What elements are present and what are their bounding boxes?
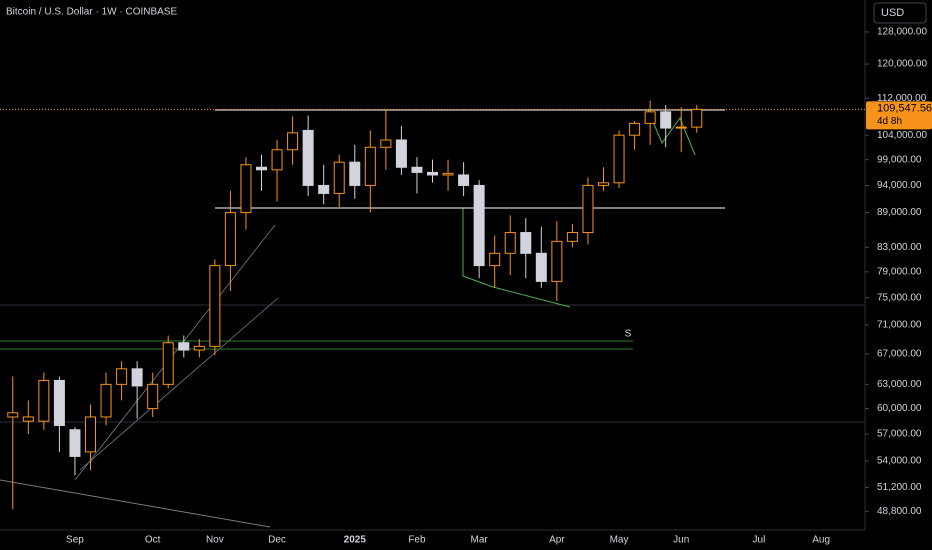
candle-body <box>131 368 143 387</box>
x-tick-label: 2025 <box>344 535 367 546</box>
y-tick-label: 75,000.00 <box>877 292 922 303</box>
candle-body <box>427 171 438 176</box>
candle-body <box>473 184 485 267</box>
candle-body <box>520 232 532 254</box>
currency-label: USD <box>881 7 904 19</box>
y-tick-label: 51,200.00 <box>877 482 922 493</box>
candle-body <box>256 166 267 171</box>
candle-body <box>116 368 128 385</box>
candle-body <box>535 252 547 282</box>
last-price-label: 109,547.56 <box>877 102 932 114</box>
trend-line <box>462 208 571 308</box>
candle-body <box>458 174 470 186</box>
candle-body <box>349 161 361 186</box>
annotation: S <box>625 329 632 340</box>
candle-body <box>162 342 174 385</box>
candle-body <box>395 139 407 168</box>
candle-body <box>442 172 454 176</box>
candle-body <box>629 122 641 136</box>
candle-body <box>364 146 376 186</box>
x-tick-label: Oct <box>145 535 161 546</box>
candle-body <box>22 416 34 422</box>
candle-body <box>193 345 205 351</box>
candle-body <box>224 212 236 267</box>
candle-body <box>411 166 423 173</box>
x-tick-label: Apr <box>549 535 565 546</box>
candle-body <box>691 108 703 128</box>
candle-body <box>85 416 96 453</box>
candle-body <box>582 184 594 234</box>
x-tick-label: Mar <box>471 535 489 546</box>
countdown: 4d 8h <box>877 116 902 127</box>
y-tick-label: 67,000.00 <box>877 348 922 359</box>
y-tick-label: 48,800.00 <box>877 506 922 517</box>
candle-body <box>644 111 656 124</box>
x-tick-label: Jun <box>673 535 689 546</box>
candle-body <box>566 232 578 242</box>
currency-button[interactable] <box>873 2 927 24</box>
candle-body <box>38 379 50 422</box>
x-tick-label: Aug <box>812 535 830 546</box>
trend-line <box>0 479 271 528</box>
y-tick-label: 128,000.00 <box>877 27 927 38</box>
candle-body <box>660 111 672 129</box>
y-tick-label: 112,000.00 <box>877 93 927 104</box>
x-tick-label: May <box>610 535 629 546</box>
y-tick-label: 89,000.00 <box>877 207 922 218</box>
y-tick-label: 71,000.00 <box>877 320 922 331</box>
candle-body <box>240 164 252 214</box>
x-tick-label: Sep <box>66 535 84 546</box>
y-tick-label: 79,000.00 <box>877 266 922 277</box>
candle-body <box>209 265 221 347</box>
trend-line <box>647 109 696 156</box>
candle-body <box>147 383 159 410</box>
y-tick-label: 94,000.00 <box>877 180 922 191</box>
candle-body <box>333 161 345 194</box>
y-tick-label: 104,000.00 <box>877 130 927 141</box>
y-tick-label: 54,000.00 <box>877 456 922 467</box>
x-tick-label: Nov <box>206 535 224 546</box>
candle-body <box>178 342 190 351</box>
candle-body <box>69 429 81 457</box>
y-tick-label: 60,000.00 <box>877 403 922 414</box>
chart-title: Bitcoin / U.S. Dollar · 1W · COINBASE <box>6 7 177 18</box>
candle-body <box>53 379 65 426</box>
x-tick-label: Feb <box>408 535 426 546</box>
last-price-box <box>866 101 932 130</box>
y-tick-label: 57,000.00 <box>877 429 922 440</box>
trend-line <box>74 224 276 481</box>
y-tick-label: 63,000.00 <box>877 379 922 390</box>
candle-body <box>100 383 112 418</box>
candle-body <box>613 134 625 184</box>
candle-body <box>551 240 563 282</box>
candle-body <box>302 129 314 186</box>
candle-body <box>271 149 283 171</box>
candle-body <box>380 139 392 148</box>
trend-line <box>79 297 279 471</box>
y-tick-label: 120,000.00 <box>877 59 927 70</box>
candle-body <box>598 182 609 186</box>
candle-body <box>287 132 299 151</box>
candle-body <box>504 232 516 254</box>
x-tick-label: Dec <box>268 535 286 546</box>
y-tick-label: 99,000.00 <box>877 154 922 165</box>
x-tick-label: Jul <box>753 535 766 546</box>
candle-body <box>675 126 687 129</box>
candle-body <box>318 184 330 194</box>
y-tick-label: 83,000.00 <box>877 242 922 253</box>
candle-body <box>7 412 19 418</box>
candle-body <box>489 252 501 267</box>
